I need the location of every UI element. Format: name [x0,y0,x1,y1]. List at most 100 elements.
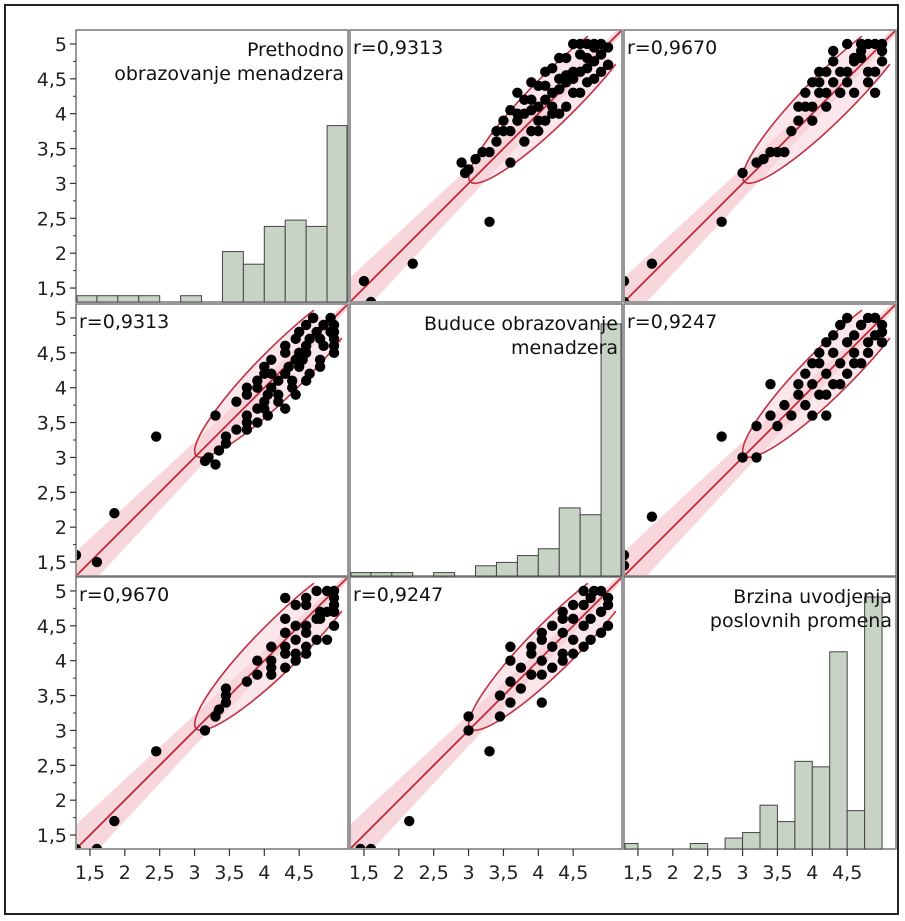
data-point [213,704,225,715]
data-point [855,38,867,50]
y-tick-label: 2 [55,243,67,265]
x-tick-label: 2,5 [145,862,175,884]
data-point [554,84,565,95]
data-point [318,340,329,352]
correlation-label: r=0,9247 [627,311,717,333]
data-point [231,424,242,435]
data-point [557,648,568,659]
data-point [77,843,82,848]
data-point [779,146,790,158]
data-point [266,669,277,680]
data-point [280,347,291,359]
histogram-bar [180,295,203,303]
data-point [595,49,607,60]
data-point [578,641,589,652]
data-point [547,641,558,652]
histogram-bar [846,810,866,850]
data-point [567,613,579,625]
data-point [547,101,558,112]
y-tick-label: 2 [55,517,67,539]
data-point [484,746,495,757]
data-point [266,641,277,652]
x-tick-label: 4,5 [558,862,588,884]
data-point [786,125,797,137]
data-point [835,319,846,331]
data-point [540,94,551,105]
data-point [862,77,874,88]
data-point [463,164,474,175]
histogram-bar [96,295,119,303]
data-point [841,66,853,78]
data-point [280,592,291,604]
data-point [557,627,568,638]
data-point [526,669,537,680]
y-tick-label: 5 [55,34,67,56]
histogram-bar [305,225,328,303]
data-point [365,296,377,301]
x-tick-label: 2,5 [693,862,723,884]
data-point [365,843,377,848]
data-point [828,330,839,341]
data-point [585,634,596,645]
data-point [280,641,291,652]
data-point [581,63,593,74]
data-point [646,511,658,522]
histogram-bar [864,596,883,850]
data-point [561,70,572,81]
data-point [554,52,565,64]
data-point [515,662,527,673]
data-point [786,410,797,421]
data-point [77,549,82,561]
data-point [625,560,630,571]
data-point [862,347,874,359]
data-point [300,599,312,611]
data-point [533,101,544,112]
data-point [290,333,301,345]
data-point [814,77,825,88]
data-point [314,361,326,372]
histogram-bar [759,804,778,850]
histogram-bar [326,125,348,303]
data-point [311,613,322,625]
data-point [494,711,506,722]
data-point [515,683,527,694]
data-point [404,815,415,827]
data-point [498,115,509,126]
y-tick-label: 5 [55,308,67,330]
x-tick-label: 3,5 [762,862,792,884]
histogram-bar [742,832,761,850]
data-point [328,620,340,632]
data-point [595,66,607,78]
x-tick-label: 1,5 [623,862,653,884]
histogram-bar [221,251,244,303]
data-point [646,258,658,269]
y-tick-label: 2,5 [37,208,67,230]
variable-label: Brzina uvodjenja [733,586,892,608]
data-point [290,634,301,645]
data-point [300,641,312,652]
y-tick-label: 4,5 [37,616,67,638]
correlation-label: r=0,9247 [353,584,443,606]
histogram-bar [579,514,602,577]
correlation-label: r=0,9313 [79,311,169,333]
data-point [109,815,120,827]
y-tick-label: 4 [55,378,67,400]
histogram-bar [138,295,161,303]
data-point [203,452,214,463]
data-point [751,452,762,463]
data-point [828,56,839,67]
data-point [602,59,614,71]
x-tick-label: 3 [737,862,749,884]
data-point [210,459,221,470]
data-point [491,136,502,147]
data-point [526,125,537,137]
data-point [848,347,860,359]
y-tick-label: 4 [55,651,67,673]
data-point [862,337,874,348]
data-point [848,87,860,98]
y-tick-label: 1,5 [37,278,67,300]
data-point [280,662,291,673]
data-point [567,599,579,611]
data-point [835,379,846,390]
data-point [876,326,888,338]
